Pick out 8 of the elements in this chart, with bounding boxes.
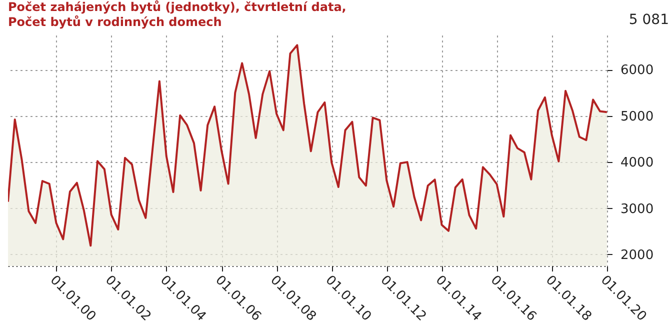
chart-title: Počet zahájených bytů (jednotky), čtvrtletní data, <box>8 0 346 14</box>
y-tick-label: 2000 <box>620 248 654 263</box>
y-tick-label: 4000 <box>620 156 654 171</box>
y-tick-label: 6000 <box>620 63 654 78</box>
text: 5 081 <box>628 12 669 28</box>
chart-subtitle: Počet bytů v rodinných domech <box>8 15 222 29</box>
y-tick-label: 3000 <box>620 202 654 217</box>
y-tick-label: 5000 <box>620 109 654 124</box>
